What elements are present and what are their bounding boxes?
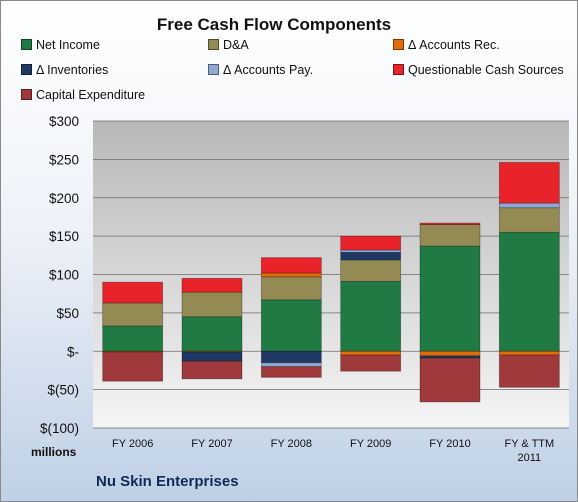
y-tick-label: $150 xyxy=(49,229,79,244)
bar-segment xyxy=(498,207,560,233)
bar-segment xyxy=(181,360,243,380)
legend-label: Δ Accounts Pay. xyxy=(223,63,314,77)
bar-segment xyxy=(419,350,481,357)
legend-swatch xyxy=(21,39,32,50)
bar-segment xyxy=(102,325,164,352)
legend-item: Capital Expenditure xyxy=(21,88,145,104)
bar-segment xyxy=(260,272,322,278)
y-tick-label: $100 xyxy=(49,268,79,283)
bar-segment xyxy=(102,281,164,304)
bar-segment xyxy=(419,224,481,247)
bar-segment xyxy=(102,351,164,382)
y-unit-label: millions xyxy=(31,445,77,459)
bar-segment xyxy=(419,222,481,226)
bar-segment xyxy=(181,351,243,362)
bar-segment xyxy=(340,350,402,356)
x-tick-label: FY 2007 xyxy=(191,438,232,450)
legend-swatch xyxy=(208,64,219,75)
legend-item: Questionable Cash Sources xyxy=(393,63,564,79)
company-name: Nu Skin Enterprises xyxy=(96,473,239,490)
x-tick-label: FY 2008 xyxy=(271,438,312,450)
legend-label: Capital Expenditure xyxy=(36,88,146,102)
bar-segment xyxy=(498,231,560,352)
chart-title: Free Cash Flow Components xyxy=(156,15,392,34)
legend-swatch xyxy=(208,39,219,50)
legend-swatch xyxy=(21,64,32,75)
bar-segment xyxy=(498,354,560,388)
bar-segment xyxy=(260,350,322,364)
bar-segment xyxy=(340,354,402,372)
y-tick-label: $- xyxy=(67,344,79,359)
y-tick-label: $200 xyxy=(49,191,79,206)
bar-segment xyxy=(419,357,481,403)
legend-swatch xyxy=(21,89,32,100)
legend-item: Net Income xyxy=(21,38,100,54)
bar-segment xyxy=(340,281,402,352)
y-tick-label: $(50) xyxy=(47,383,79,398)
bar-segment xyxy=(260,362,322,368)
legend-swatch xyxy=(393,64,404,75)
bar-segment xyxy=(340,235,402,251)
bar-segment xyxy=(260,366,322,378)
y-tick-label: $250 xyxy=(49,152,79,167)
legend-item: D&A xyxy=(208,38,249,54)
bar-segment xyxy=(181,316,243,352)
y-tick-label: $(100) xyxy=(40,421,79,436)
bar-segment xyxy=(340,251,402,261)
bar-segment xyxy=(498,350,560,356)
x-tick-label: FY 2010 xyxy=(429,438,470,450)
x-tick-label: FY & TTM 2011 xyxy=(504,438,554,464)
legend-label: D&A xyxy=(223,38,249,52)
legend-swatch xyxy=(393,39,404,50)
bar-segment xyxy=(260,276,322,301)
legend-item: Δ Accounts Pay. xyxy=(208,63,313,79)
y-tick-label: $300 xyxy=(49,114,79,129)
bar-segment xyxy=(498,162,560,204)
y-tick-label: $50 xyxy=(56,306,79,321)
legend-item: Δ Inventories xyxy=(21,63,108,79)
legend-label: Δ Inventories xyxy=(36,63,109,77)
bar-segment xyxy=(260,257,322,274)
x-tick-label: FY 2009 xyxy=(350,438,391,450)
bar-segment xyxy=(498,202,560,209)
x-tick-label: FY 2006 xyxy=(112,438,153,450)
legend-label: Δ Accounts Rec. xyxy=(408,38,500,52)
bar-segment xyxy=(181,277,243,293)
legend-label: Questionable Cash Sources xyxy=(408,63,564,77)
bar-segment xyxy=(260,299,322,352)
bar-segment xyxy=(102,302,164,327)
legend-label: Net Income xyxy=(36,38,100,52)
bar-segment xyxy=(181,291,243,318)
bar-segment xyxy=(419,245,481,352)
bar-segment xyxy=(340,259,402,282)
legend-item: Δ Accounts Rec. xyxy=(393,38,500,54)
